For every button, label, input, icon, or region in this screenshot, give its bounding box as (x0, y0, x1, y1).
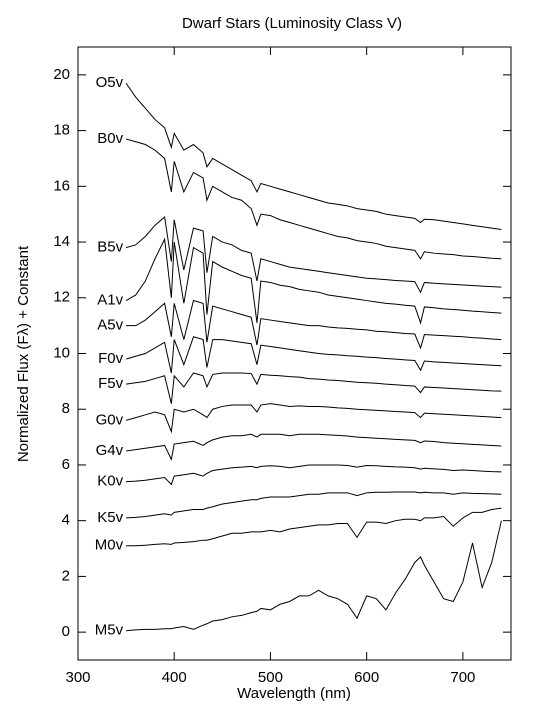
y-tick-label: 12 (53, 289, 70, 306)
series-label: B0v (97, 130, 123, 147)
series-label: M0v (95, 537, 124, 554)
x-tick-label: 400 (162, 669, 187, 686)
series-label: G0v (96, 411, 124, 428)
series-label: F0v (98, 350, 124, 367)
series-label: M5v (95, 622, 124, 639)
y-tick-label: 16 (53, 177, 70, 194)
y-axis-label: Normalized Flux (Fλ) + Constant (15, 245, 32, 462)
x-tick-label: 300 (65, 669, 90, 686)
x-tick-label: 700 (450, 669, 475, 686)
spectrum-line (125, 336, 502, 374)
series-label: O5v (96, 74, 124, 91)
x-tick-label: 600 (354, 669, 379, 686)
y-tick-label: 14 (53, 233, 70, 250)
spectrum-line (125, 215, 502, 294)
plot-frame (77, 46, 512, 661)
spectrum-line (125, 82, 502, 231)
y-tick-label: 8 (62, 400, 70, 417)
spectrum-line (126, 433, 502, 461)
spectrum-line (126, 464, 502, 486)
y-tick-label: 2 (62, 567, 70, 584)
series-label: K0v (97, 473, 123, 490)
spectrum-line (125, 138, 502, 260)
y-tick-label: 0 (62, 623, 70, 640)
spectrum-line (126, 299, 502, 350)
spectrum-line (126, 520, 502, 632)
series-label: A5v (97, 317, 123, 334)
x-axis-label: Wavelength (nm) (237, 685, 351, 702)
spectrum-line (125, 403, 502, 434)
chart-title: Dwarf Stars (Luminosity Class V) (182, 15, 402, 32)
series-label: G4v (96, 442, 124, 459)
spectrum-line (125, 237, 502, 325)
y-tick-label: 20 (53, 66, 70, 83)
y-tick-label: 18 (53, 122, 70, 139)
spectrum-line (126, 491, 502, 519)
spectrum-line (126, 372, 502, 404)
spectrum-line (126, 507, 502, 547)
series-label: F5v (98, 375, 124, 392)
y-tick-label: 10 (53, 344, 70, 361)
y-tick-label: 6 (62, 456, 70, 473)
series-label: K5v (97, 509, 123, 526)
series-label: B5v (97, 239, 123, 256)
series-label: A1v (97, 292, 123, 309)
y-tick-label: 4 (62, 512, 70, 529)
x-tick-label: 500 (258, 669, 283, 686)
